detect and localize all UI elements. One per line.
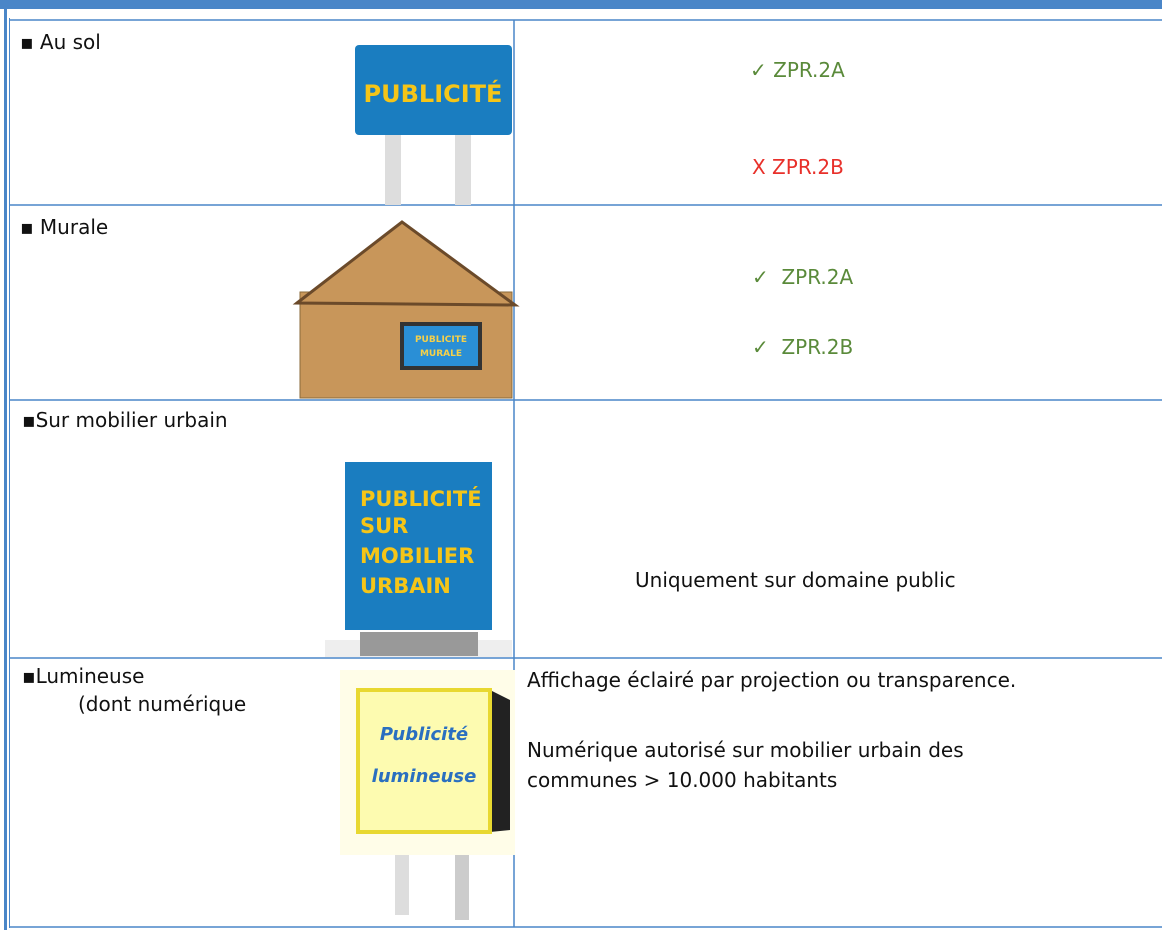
sign-text: PUBLICITÉ	[364, 79, 503, 108]
rule: ✓ ZPR.2A	[752, 265, 854, 289]
grid	[10, 19, 1162, 928]
rule: ✓ ZPR.2B	[752, 335, 854, 359]
rule: Affichage éclairé par projection ou tran…	[527, 668, 1017, 692]
sign-text: PUBLICITÉ	[360, 486, 482, 511]
label-text: Au sol	[39, 30, 101, 54]
top-border	[0, 0, 1162, 9]
label-text: Sur mobilier urbain	[35, 408, 228, 432]
left-border	[9, 18, 10, 928]
rule: ✓ ZPR.2A	[750, 58, 845, 82]
label-text: Lumineuse	[35, 664, 145, 688]
sign-text: Publicité	[380, 724, 468, 745]
row-label: ▪ Au sol	[20, 30, 101, 54]
rule: X ZPR.2B	[752, 155, 844, 179]
rule: Uniquement sur domaine public	[635, 568, 956, 592]
sign-text: lumineuse	[372, 766, 477, 787]
label-text: Murale	[39, 215, 109, 239]
row-label: ▪ Murale	[20, 215, 109, 239]
rule: Numérique autorisé sur mobilier urbain d…	[527, 738, 964, 792]
label-text: (dont numérique	[78, 692, 247, 716]
sign-text: MOBILIER	[360, 544, 474, 568]
row-label: ▪Lumineuse	[22, 664, 145, 688]
row-label: ▪Sur mobilier urbain	[22, 408, 228, 432]
sign-text: PUBLICITE	[415, 335, 467, 345]
sign-text: URBAIN	[360, 574, 451, 598]
left-border	[4, 0, 7, 930]
sign-text: MURALE	[420, 349, 462, 359]
sign-text: SUR	[360, 514, 408, 538]
